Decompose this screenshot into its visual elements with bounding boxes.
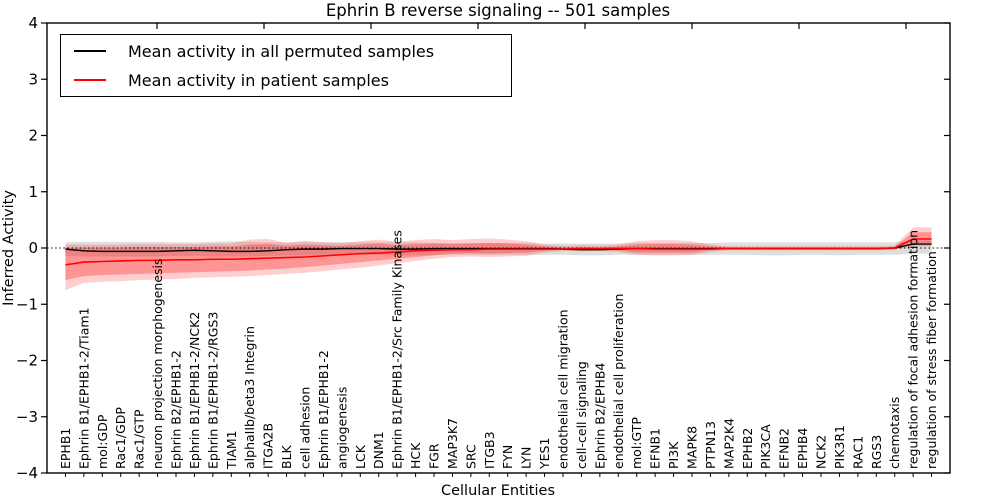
x-tick-label: Ephrin B1/EPHB1-2/RGS3: [205, 312, 220, 469]
patient-mean-line: [65, 238, 932, 266]
x-tick-label: Rac1/GDP: [113, 407, 128, 469]
patient-range-band-outer: [65, 227, 932, 291]
x-tick-label: EFNB2: [777, 428, 792, 469]
plot-area: 4 3 2 1 0 −1 −2 −3 −4 EPHB1 Ephrin B1/EPHB1-2/Tiam…: [16, 14, 951, 482]
x-tick-label: EFNB1: [648, 428, 663, 469]
x-tick-label: regulation of stress fiber formation: [924, 251, 939, 469]
x-tick-label: Ephrin B2/EPHB1-2: [169, 350, 184, 469]
x-tick-label: EPHB1: [58, 428, 73, 469]
x-tick-label: mol:GDP: [95, 414, 110, 469]
y-axis-label: Inferred Activity: [1, 190, 17, 306]
x-tick-label: FGR: [427, 443, 442, 469]
x-tick-label: RAC1: [850, 436, 865, 469]
x-tick-label: Ephrin B2/EPHB4: [592, 363, 607, 469]
legend-box: Mean activity in all permuted samples Me…: [60, 34, 512, 97]
y-tick-label: 4: [28, 14, 38, 32]
permuted-line-swatch: [74, 49, 106, 53]
x-tick-label: endothelial cell proliferation: [611, 294, 626, 469]
x-tick-label: Ephrin B1/EPHB1-2/Tiam1: [76, 307, 91, 469]
x-tick-label: TIAM1: [224, 430, 239, 470]
y-tick-label: 1: [28, 183, 38, 201]
y-tick-label: −2: [16, 352, 38, 370]
x-tick-label: MAPK8: [685, 426, 700, 469]
x-tick-label: PI3K: [666, 441, 681, 469]
x-tick-label: Ephrin B1/EPHB1-2/Src Family Kinases: [390, 230, 405, 469]
x-tick-label: MAP2K4: [721, 418, 736, 469]
x-tick-label: MAP3K7: [445, 418, 460, 469]
x-tick-label: angiogenesis: [334, 387, 349, 469]
x-tick-label: ITGB3: [482, 431, 497, 469]
y-tick-label: 0: [28, 239, 38, 257]
y-tick-label: −1: [16, 295, 38, 313]
x-tick-label: LCK: [353, 444, 368, 469]
x-tick-label: LYN: [519, 447, 534, 469]
x-tick-label: DNM1: [371, 431, 386, 469]
x-tick-label: cell adhesion: [298, 387, 313, 469]
y-tick-label: 3: [28, 70, 38, 88]
patient-range-band-inner: [65, 232, 932, 281]
x-tick-label: HCK: [408, 442, 423, 469]
legend-entry-permuted: Mean activity in all permuted samples: [61, 38, 511, 64]
x-tick-label: EPHB2: [740, 428, 755, 469]
patient-line-swatch: [74, 78, 106, 82]
x-tick-label: NCK2: [814, 435, 829, 469]
x-tick-label: Ephrin B1/EPHB1-2: [316, 350, 331, 469]
x-tick-label: alphaIIb/beta3 Integrin: [242, 326, 257, 469]
x-tick-label: chemotaxis: [887, 397, 902, 469]
legend-label-permuted: Mean activity in all permuted samples: [128, 41, 435, 61]
x-tick-label: mol:GTP: [629, 417, 644, 469]
x-tick-label: ITGA2B: [261, 423, 276, 469]
x-tick-label: cell-cell signaling: [574, 361, 589, 469]
legend-label-patient: Mean activity in patient samples: [128, 70, 389, 90]
x-tick-label: BLK: [279, 444, 294, 469]
legend-entry-patient: Mean activity in patient samples: [61, 67, 511, 93]
x-tick-label: endothelial cell migration: [556, 309, 571, 469]
chart-title: Ephrin B reverse signaling -- 501 sample…: [326, 1, 670, 20]
x-tick-label: YES1: [537, 438, 552, 470]
y-tick-label: −4: [16, 464, 38, 482]
x-tick-label: FYN: [500, 445, 515, 469]
x-axis-label: Cellular Entities: [441, 483, 555, 499]
x-tick-label: PIK3R1: [832, 425, 847, 469]
x-tick-label: SRC: [463, 444, 478, 469]
y-tick-label: −3: [16, 408, 38, 426]
x-tick-label: PIK3CA: [758, 424, 773, 469]
x-tick-label: Ephrin B1/EPHB1-2/NCK2: [187, 312, 202, 469]
x-tick-label: Rac1/GTP: [132, 409, 147, 469]
y-tick-label: 2: [28, 127, 38, 145]
x-tick-label: RGS3: [869, 435, 884, 469]
x-tick-label: neuron projection morphogenesis: [150, 258, 165, 469]
x-tick-label: EPHB4: [795, 428, 810, 469]
x-tick-label: PTPN13: [703, 421, 718, 469]
x-tick-label: regulation of focal adhesion formation: [906, 230, 921, 469]
